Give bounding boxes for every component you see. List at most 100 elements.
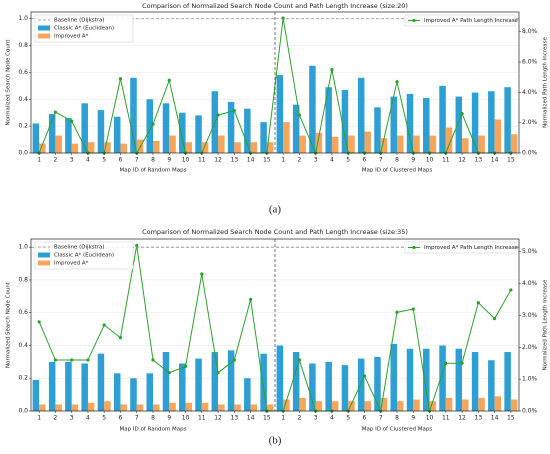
x-tick-label: 15: [507, 415, 515, 422]
x-tick-label: 2: [297, 415, 301, 422]
x-tick-label: 3: [70, 415, 74, 422]
x-tick-label: 7: [379, 415, 383, 422]
bar: [169, 135, 176, 153]
bar: [104, 142, 111, 153]
x-tick-label: 12: [214, 157, 222, 164]
bar: [195, 358, 202, 411]
x-tick-label: 12: [214, 415, 222, 422]
bar: [462, 138, 469, 153]
line-point: [216, 113, 220, 117]
y-tick-label: 0.8: [18, 42, 28, 49]
bar: [169, 402, 176, 411]
bar: [309, 363, 316, 411]
bar: [341, 89, 349, 153]
bar: [153, 140, 160, 153]
y2-axis-label: Normalized Path Length Increase: [543, 279, 549, 370]
x-tick-label: 4: [86, 415, 90, 422]
y-tick-label: 0.4: [18, 96, 28, 103]
panel-label: (b): [269, 435, 282, 447]
x-tick-label: 8: [395, 415, 399, 422]
bar: [260, 353, 267, 411]
y2-tick-label: 0.0%: [522, 150, 538, 157]
bar: [488, 360, 495, 411]
bar: [325, 87, 332, 153]
x-tick-label: 12: [458, 415, 466, 422]
bar: [283, 122, 290, 153]
plot-frame: [30, 238, 520, 412]
line-point: [476, 301, 480, 305]
x-tick-label: 11: [442, 157, 450, 164]
line-point: [411, 307, 415, 311]
bar: [364, 401, 371, 411]
x-tick-label: 4: [86, 157, 90, 164]
x-tick-label: 7: [379, 157, 383, 164]
x-tick-label: 8: [395, 157, 399, 164]
bar: [244, 108, 251, 153]
bar: [445, 397, 453, 411]
line-point: [232, 358, 236, 362]
bar: [250, 142, 258, 153]
y2-tick-label: 2.0%: [522, 344, 538, 351]
x-tick-label: 12: [458, 157, 466, 164]
line-point: [232, 108, 236, 113]
x-tick-label: 10: [426, 415, 434, 422]
x-tick-label: 9: [167, 157, 171, 164]
x-axis-label: Map ID of Random Maps: [119, 427, 186, 433]
bar: [55, 135, 62, 153]
x-tick-label: 13: [475, 415, 483, 422]
legend-swatch: [38, 25, 50, 31]
bar: [380, 138, 388, 153]
bar: [423, 348, 430, 411]
line-point: [102, 323, 106, 327]
y-axis-label: Normalized Search Node Count: [6, 39, 12, 126]
bar: [81, 363, 88, 411]
x-tick-label: 4: [330, 157, 334, 164]
bar: [227, 101, 235, 153]
legend-label: Classic A* (Euclidean): [54, 253, 114, 259]
bar: [250, 404, 258, 411]
bar: [406, 93, 414, 153]
y-tick-label: 0.8: [18, 276, 28, 283]
x-tick-label: 3: [314, 415, 318, 422]
legend-box: [404, 241, 516, 254]
bar: [136, 404, 144, 411]
legend-swatch: [38, 33, 50, 39]
bar: [201, 142, 209, 153]
bar: [218, 404, 225, 411]
bar: [504, 87, 511, 153]
y-tick-label: 0.2: [18, 123, 28, 130]
bar: [374, 107, 381, 153]
line-point: [509, 288, 513, 292]
x-tick-label: 9: [411, 415, 415, 422]
bar: [478, 397, 485, 411]
legend-label: Improved A* Path Length Increase: [424, 18, 519, 24]
bar: [185, 142, 193, 153]
y-tick-label: 1.0: [18, 15, 28, 22]
chart-title: Comparison of Normalized Search Node Cou…: [142, 228, 408, 236]
y2-tick-label: 8.0%: [522, 28, 538, 35]
y2-tick-label: 5.0%: [522, 248, 538, 255]
bar: [71, 404, 79, 411]
line-point: [183, 364, 188, 369]
bar: [146, 99, 153, 153]
y-tick-label: 0.6: [18, 69, 28, 76]
bar: [48, 361, 56, 411]
y2-axis-label: Normalized Path Length Increase: [543, 37, 549, 128]
bar: [315, 401, 323, 411]
line-point: [151, 122, 155, 126]
bar: [87, 142, 95, 153]
line-point: [151, 358, 155, 362]
bar: [488, 91, 495, 153]
bar: [71, 143, 79, 153]
x-tick-label: 5: [102, 157, 106, 164]
bar: [315, 132, 323, 153]
bar: [234, 142, 241, 153]
y-tick-label: 0.6: [18, 309, 28, 316]
x-tick-label: 11: [198, 157, 206, 164]
line-point: [200, 272, 204, 276]
y2-tick-label: 6.0%: [522, 59, 538, 66]
x-tick-label: 1: [37, 157, 41, 164]
bar: [32, 123, 40, 153]
x-tick-label: 6: [363, 157, 367, 164]
bar: [97, 353, 105, 411]
